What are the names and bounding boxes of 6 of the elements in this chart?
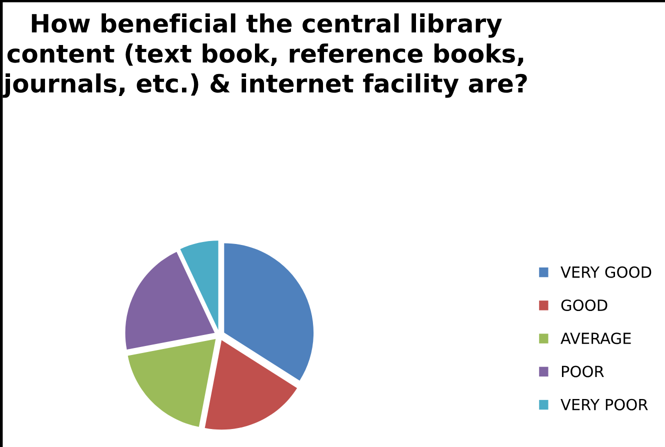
legend-label: AVERAGE — [560, 332, 631, 344]
legend-label: VERY GOOD — [560, 266, 652, 278]
legend-label: GOOD — [561, 299, 608, 312]
legend-label: VERY POOR — [560, 398, 648, 410]
legend-label: POOR — [562, 366, 604, 378]
chart-title: How beneficial the central library content (text book, reference books, journals, etc.) & internet facility are? — [2, 13, 527, 98]
